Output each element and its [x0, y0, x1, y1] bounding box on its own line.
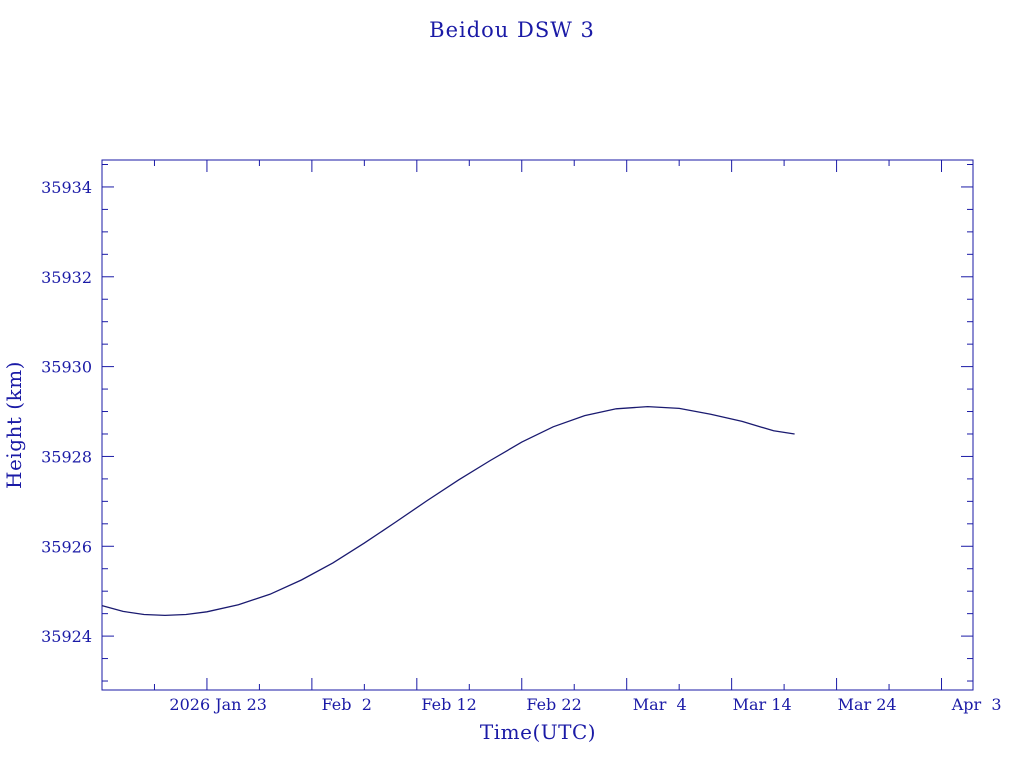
x-tick-label: Mar 14 — [733, 695, 792, 714]
y-tick-label: 35924 — [41, 627, 92, 646]
plot-frame — [101, 159, 974, 691]
y-tick-label: 35930 — [41, 358, 92, 377]
series-line — [101, 405, 795, 617]
x-tick-label: Apr 3 — [951, 695, 1002, 714]
y-tick-labels: 35924 35926 35928 35930 35932 35934 — [41, 178, 92, 646]
x-tick-label: Feb 12 — [421, 695, 476, 714]
axis-ticks — [101, 160, 973, 690]
y-tick-label: 35928 — [41, 447, 92, 466]
chart-title: Beidou DSW 3 — [429, 18, 595, 42]
y-tick-label: 35932 — [41, 268, 92, 287]
x-tick-labels: 2026 Jan 23 Feb 2 Feb 12 Feb 22 Mar 4 Mar 14 M… — [169, 695, 1001, 714]
y-tick-label: 35926 — [41, 537, 92, 556]
x-axis-label: Time(UTC) — [480, 720, 596, 744]
x-tick-label: 2026 Jan 23 — [169, 695, 267, 714]
y-axis-label: Height (km) — [2, 361, 26, 489]
x-tick-label: Feb 2 — [322, 695, 372, 714]
x-tick-label: Mar 4 — [633, 695, 687, 714]
y-tick-label: 35934 — [41, 178, 92, 197]
x-tick-label: Feb 22 — [526, 695, 581, 714]
x-tick-label: Mar 24 — [838, 695, 897, 714]
